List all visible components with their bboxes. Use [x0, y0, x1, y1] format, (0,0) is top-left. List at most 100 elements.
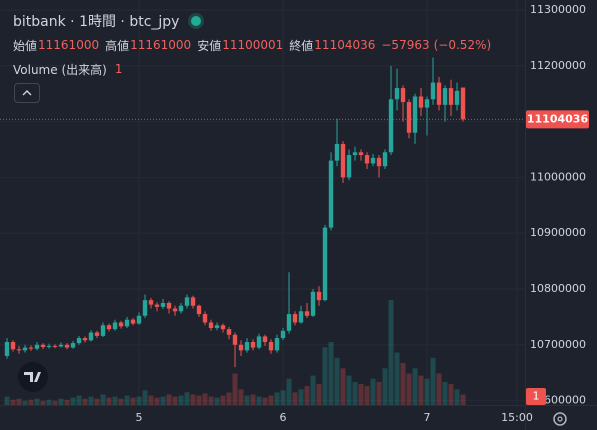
candle-body: [340, 143, 346, 178]
candle-body: [4, 342, 10, 356]
candle-body: [442, 88, 448, 105]
y-tick-label: 11200000: [530, 59, 586, 72]
open-label: 始値: [13, 38, 38, 53]
candle-body: [418, 96, 424, 108]
status-dot: [191, 16, 202, 26]
volume-bar: [130, 397, 136, 405]
volume-bar: [226, 392, 232, 405]
candle-body: [82, 338, 88, 341]
change-value: −57963: [381, 38, 430, 52]
candle-body: [154, 304, 160, 307]
candle-body: [232, 334, 238, 345]
candle-body: [136, 315, 142, 324]
volume-bar: [106, 397, 112, 405]
low-label: 安値: [197, 38, 222, 53]
volume-bar: [298, 389, 304, 405]
candle-body: [34, 344, 40, 349]
volume-bar: [400, 363, 406, 405]
candle-body: [316, 291, 322, 301]
candle-body: [358, 152, 364, 156]
volume-bar: [388, 300, 394, 405]
collapse-button[interactable]: [14, 83, 40, 103]
volume-bar: [436, 373, 442, 405]
candle-body: [322, 227, 328, 301]
volume-bar: [364, 386, 370, 405]
volume-bar: [16, 398, 22, 405]
volume-bar: [172, 396, 178, 405]
candle-body: [202, 314, 208, 323]
volume-bar: [40, 400, 46, 405]
last-price-tag: [526, 110, 589, 129]
volume-bar: [124, 395, 130, 405]
candle-body: [238, 344, 244, 351]
candle-body: [130, 319, 136, 324]
volume-bar: [112, 396, 118, 405]
candle-body: [412, 96, 418, 133]
high-label: 高値: [105, 38, 130, 53]
close-label: 終値: [289, 38, 314, 53]
low-value: 11100001: [222, 38, 284, 52]
volume-bar: [94, 398, 100, 405]
volume-bar: [148, 395, 154, 405]
volume-bar: [166, 394, 172, 405]
y-tick-label: 10800000: [530, 282, 586, 295]
candle-body: [88, 332, 94, 341]
candle-body: [394, 88, 400, 100]
candle-body: [226, 329, 232, 335]
volume-bar: [322, 347, 328, 405]
volume-bar: [310, 375, 316, 405]
volume-bar: [406, 373, 412, 405]
volume-bar: [274, 392, 280, 405]
volume-bar: [220, 395, 226, 405]
volume-bar: [208, 396, 214, 405]
volume-bar: [118, 398, 124, 405]
volume-bar: [190, 394, 196, 405]
candle-body: [304, 311, 310, 316]
candle-body: [352, 152, 358, 156]
volume-bar: [262, 397, 268, 405]
candle-body: [190, 297, 196, 306]
high-value: 11161000: [130, 38, 192, 52]
x-tick-label: 7: [424, 411, 431, 424]
candle-body: [334, 143, 340, 161]
volume-bar: [358, 384, 364, 405]
volume-bar: [178, 395, 184, 405]
y-tick-label: 11000000: [530, 170, 586, 183]
volume-bar: [286, 378, 292, 405]
volume-bar: [340, 368, 346, 405]
candle-body: [76, 338, 82, 344]
change-pct: (−0.52%): [433, 38, 492, 52]
chart-title: bitbank · 1時間 · btc_jpy: [13, 14, 180, 30]
candle-body: [214, 325, 220, 329]
candle-body: [208, 322, 214, 329]
volume-bar: [142, 390, 148, 405]
volume-bar: [454, 389, 460, 405]
volume-bar: [352, 381, 358, 405]
candle-body: [448, 88, 454, 105]
candle-body: [16, 349, 22, 351]
candle-body: [328, 160, 334, 228]
volume-bar: [154, 397, 160, 405]
volume-bar: [376, 381, 382, 405]
volume-bar: [280, 390, 286, 405]
candle-body: [274, 338, 280, 351]
volume-bar: [70, 397, 76, 405]
settings-icon[interactable]: [553, 412, 567, 426]
candle-body: [70, 343, 76, 348]
volume-tag: [526, 388, 546, 405]
volume-bar: [412, 368, 418, 405]
candle-body: [298, 311, 304, 323]
volume-bar: [424, 378, 430, 405]
volume-bar: [64, 399, 70, 405]
volume-bar: [244, 395, 250, 405]
volume-bar: [196, 395, 202, 405]
settings-icon-center: [557, 416, 563, 422]
candle-body: [346, 155, 352, 178]
candle-body: [124, 319, 130, 327]
candle-body: [400, 88, 406, 103]
candle-body: [10, 342, 16, 350]
last-price-label: 11104036: [527, 112, 589, 125]
volume-bar: [214, 397, 220, 405]
